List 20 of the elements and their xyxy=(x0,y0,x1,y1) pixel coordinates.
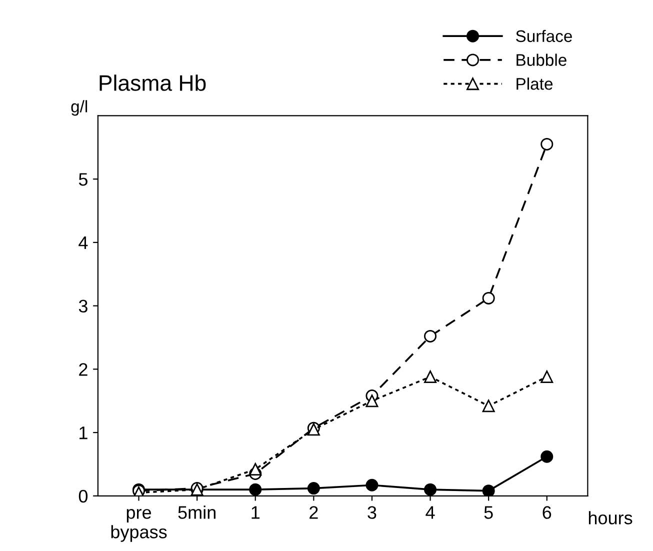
x-tick-label: 2 xyxy=(310,506,318,519)
y-axis-title: g/l xyxy=(71,100,88,116)
x-axis-title: hours xyxy=(588,511,632,524)
legend-label: Plate xyxy=(516,78,553,90)
y-tick-label: 4 xyxy=(78,236,88,249)
x-tick-label: 4 xyxy=(426,506,435,519)
y-tick-label: 3 xyxy=(78,300,88,313)
y-tick-label: 2 xyxy=(79,363,88,376)
x-tick-label: 6 xyxy=(542,506,552,519)
x-tick-label: 1 xyxy=(252,506,260,519)
x-tick-label: 5min xyxy=(178,506,216,519)
legend-label: Bubble xyxy=(516,54,566,66)
y-tick-label: 5 xyxy=(78,173,88,186)
y-tick-label: 1 xyxy=(80,426,88,440)
x-tick-label: 5 xyxy=(484,506,493,519)
chart-title: Plasma Hb xyxy=(100,74,206,91)
y-tick-label: 0 xyxy=(78,490,88,503)
x-tick-label: pre bypass xyxy=(111,508,167,542)
legend-label: Surface xyxy=(516,30,572,42)
x-tick-label: 3 xyxy=(368,506,376,519)
